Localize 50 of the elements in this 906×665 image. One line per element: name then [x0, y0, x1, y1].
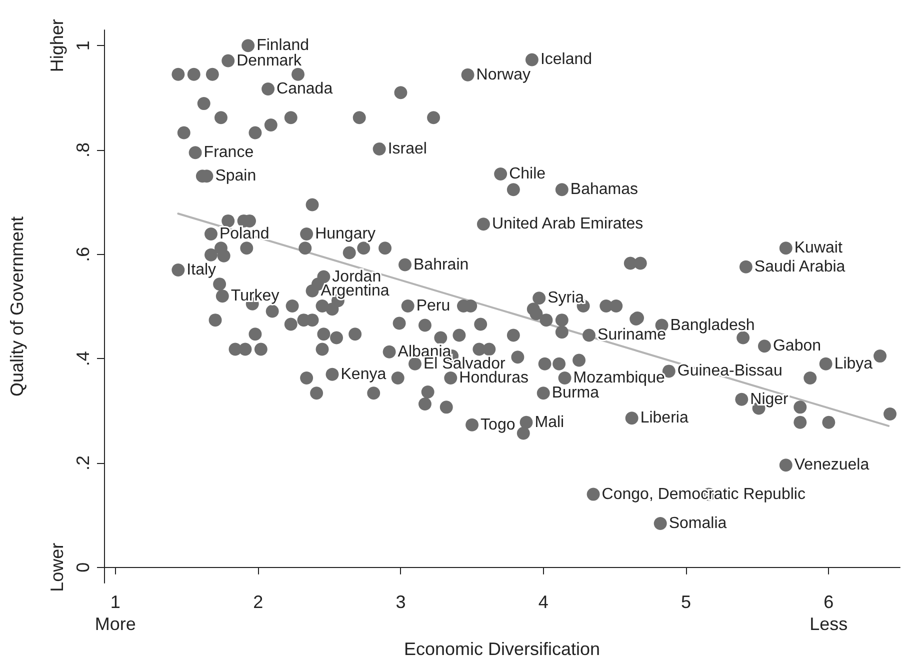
data-label: Poland — [219, 225, 270, 242]
data-label: Argentina — [320, 282, 390, 300]
data-label: Israel — [388, 140, 427, 158]
data-label: Bahrain — [413, 256, 469, 274]
data-label: Turkey — [230, 288, 280, 305]
data-label: Saudi Arabia — [754, 258, 846, 276]
data-label: Kenya — [340, 366, 386, 383]
x-tick-label: 3 — [396, 592, 406, 612]
data-label: Mali — [534, 414, 564, 431]
data-label: Gabon — [772, 338, 822, 355]
data-label: Liberia — [640, 410, 688, 427]
data-label: Suriname — [598, 326, 666, 344]
data-label: Iceland — [540, 51, 592, 68]
data-label: Spain — [215, 168, 256, 185]
data-label: Finland — [256, 37, 310, 54]
data-label: Peru — [416, 297, 450, 314]
y-axis-title: Quality of Government — [7, 216, 27, 397]
data-label: Norway — [476, 66, 530, 84]
x-tick-label: 5 — [681, 592, 692, 612]
x-tick-label: 6 Less — [810, 592, 848, 634]
x-tick-label: 1 More — [94, 592, 136, 634]
data-label: Bahamas — [570, 181, 638, 198]
data-label: Syria — [548, 290, 584, 307]
data-label: United Arab Emirates — [492, 216, 644, 233]
data-label: Canada — [276, 80, 333, 98]
data-label: Somalia — [668, 515, 727, 532]
data-label: Mozambique — [573, 369, 665, 386]
data-label: Denmark — [236, 52, 303, 70]
data-label: Chile — [509, 165, 546, 182]
data-label: Italy — [186, 261, 216, 278]
data-label: Venezuela — [794, 456, 870, 474]
y-tick-label: .8 — [73, 142, 93, 158]
data-label: Niger — [750, 390, 790, 408]
data-label: Togo — [480, 416, 516, 434]
data-label: France — [204, 144, 254, 162]
data-label: Kuwait — [794, 240, 843, 257]
y-tick-label: Lower 0 — [47, 542, 93, 592]
y-tick-label: Higher 1 — [47, 19, 93, 72]
data-label: Hungary — [315, 225, 376, 242]
x-tick-label: 2 — [253, 592, 264, 612]
data-label: Libya — [834, 355, 873, 372]
data-label: Honduras — [459, 369, 529, 386]
y-tick-label: .6 — [73, 246, 93, 262]
data-label: Bangladesh — [670, 316, 755, 334]
x-axis-title: Economic Diversification — [404, 638, 600, 659]
data-label: Guinea-Bissau — [677, 362, 782, 380]
x-tick-label: 4 — [538, 592, 548, 612]
y-tick-label: .2 — [73, 456, 93, 471]
data-label: Burma — [552, 384, 600, 402]
y-tick-label: .4 — [73, 351, 93, 366]
